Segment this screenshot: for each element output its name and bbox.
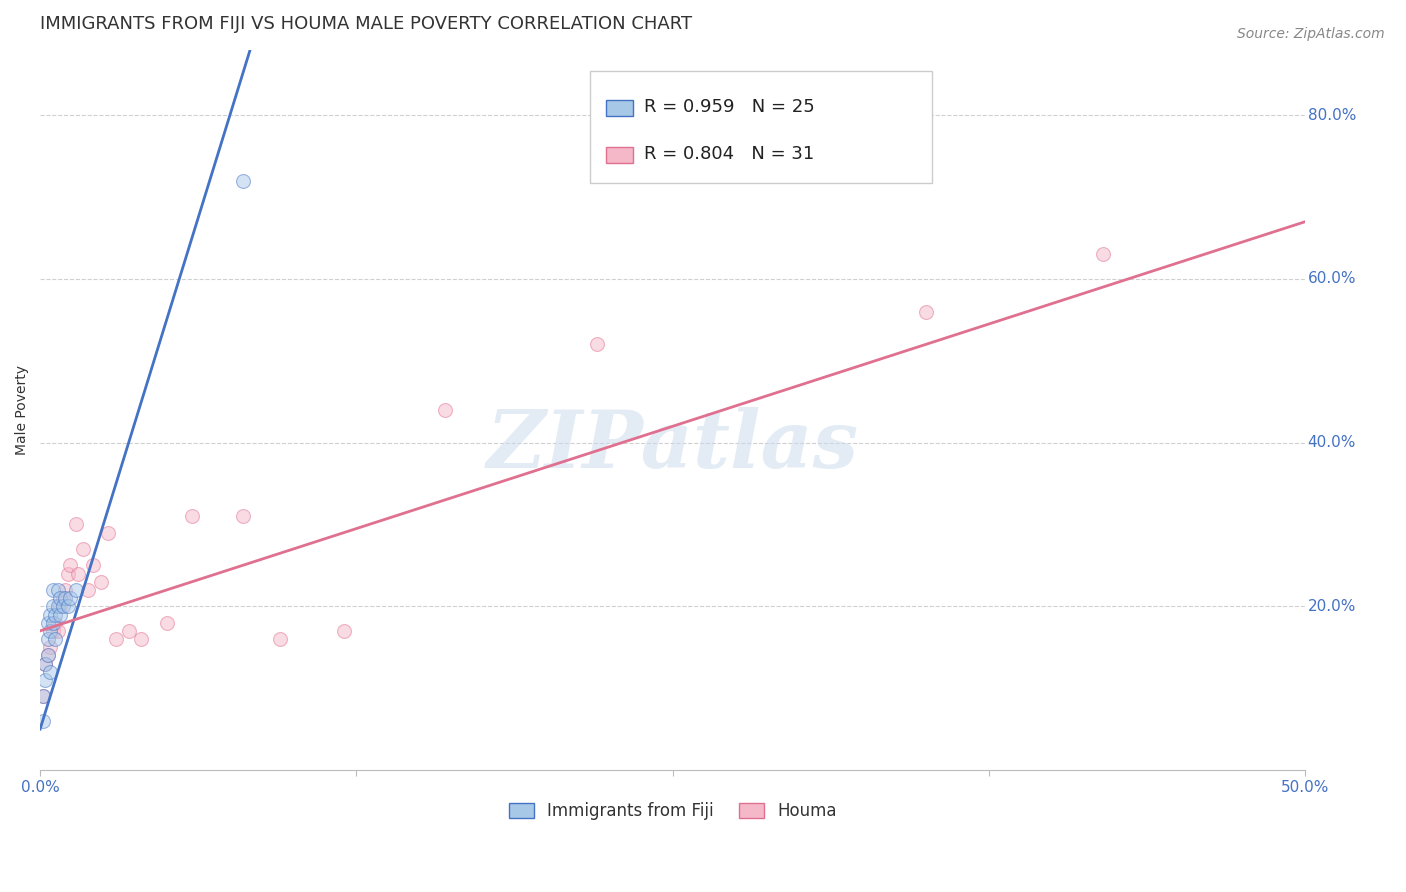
Point	[231, 509, 253, 524]
Point	[46, 624, 69, 638]
Point	[433, 403, 456, 417]
Point	[37, 632, 59, 646]
Text: ZIPatlas: ZIPatlas	[486, 407, 859, 484]
Point	[39, 624, 62, 638]
Point	[156, 615, 179, 630]
Point	[65, 517, 87, 532]
Point	[90, 574, 112, 589]
Text: R = 0.959   N = 25: R = 0.959 N = 25	[644, 98, 814, 117]
Point	[37, 648, 59, 663]
Point	[52, 591, 75, 606]
Text: R = 0.804   N = 31: R = 0.804 N = 31	[644, 145, 814, 163]
Point	[1091, 247, 1114, 261]
Point	[77, 582, 100, 597]
Point	[56, 599, 79, 614]
Point	[131, 632, 153, 646]
Legend: Immigrants from Fiji, Houma: Immigrants from Fiji, Houma	[502, 795, 844, 827]
Point	[332, 624, 354, 638]
Point	[31, 690, 53, 704]
Point	[67, 566, 90, 581]
Text: 40.0%: 40.0%	[1308, 435, 1355, 450]
Point	[31, 714, 53, 728]
Point	[914, 304, 936, 318]
Point	[39, 640, 62, 655]
FancyBboxPatch shape	[606, 147, 634, 163]
Point	[49, 591, 72, 606]
Point	[42, 582, 65, 597]
Point	[55, 582, 77, 597]
Point	[31, 690, 53, 704]
Point	[56, 566, 79, 581]
Point	[34, 657, 56, 671]
Point	[105, 632, 128, 646]
Text: Source: ZipAtlas.com: Source: ZipAtlas.com	[1237, 27, 1385, 41]
Point	[34, 657, 56, 671]
Point	[97, 525, 120, 540]
Point	[44, 607, 66, 622]
FancyBboxPatch shape	[606, 100, 634, 116]
Point	[44, 615, 66, 630]
Point	[180, 509, 202, 524]
Point	[52, 599, 75, 614]
FancyBboxPatch shape	[591, 71, 932, 183]
Point	[46, 599, 69, 614]
Text: 20.0%: 20.0%	[1308, 599, 1355, 614]
Point	[49, 599, 72, 614]
Point	[59, 591, 82, 606]
Point	[44, 632, 66, 646]
Point	[82, 558, 104, 573]
Y-axis label: Male Poverty: Male Poverty	[15, 365, 30, 455]
Point	[65, 582, 87, 597]
Point	[42, 599, 65, 614]
Point	[37, 648, 59, 663]
Point	[42, 624, 65, 638]
Point	[269, 632, 291, 646]
Point	[72, 542, 94, 557]
Point	[37, 615, 59, 630]
Text: IMMIGRANTS FROM FIJI VS HOUMA MALE POVERTY CORRELATION CHART: IMMIGRANTS FROM FIJI VS HOUMA MALE POVER…	[41, 15, 692, 33]
Point	[59, 558, 82, 573]
Point	[585, 337, 607, 351]
Point	[118, 624, 141, 638]
Text: 60.0%: 60.0%	[1308, 271, 1357, 286]
Point	[39, 665, 62, 679]
Point	[34, 673, 56, 687]
Text: 80.0%: 80.0%	[1308, 108, 1355, 123]
Point	[39, 607, 62, 622]
Point	[231, 174, 253, 188]
Point	[49, 607, 72, 622]
Point	[55, 591, 77, 606]
Point	[42, 615, 65, 630]
Point	[46, 582, 69, 597]
